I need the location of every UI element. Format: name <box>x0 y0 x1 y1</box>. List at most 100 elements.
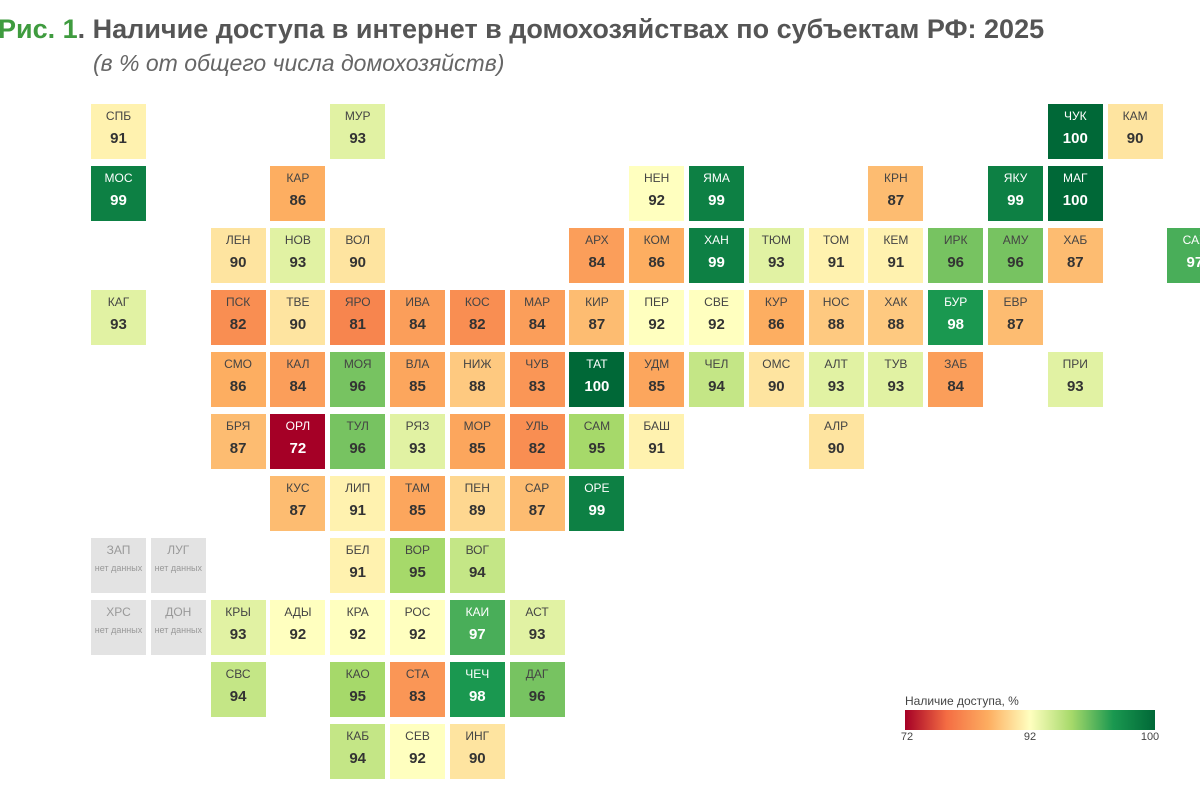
region-code: МОР <box>463 419 491 433</box>
region-tile-ПЕР: ПЕР 92 <box>629 290 685 345</box>
region-code: ПРИ <box>1062 357 1088 371</box>
region-tile-НИЖ: НИЖ 88 <box>449 352 505 407</box>
region-code: ТУЛ <box>346 419 369 433</box>
region-tile-КИР: КИР 87 <box>569 290 625 345</box>
region-tile-СЕВ: СЕВ 92 <box>390 724 445 779</box>
region-code: СЕВ <box>405 729 430 743</box>
region-value: 96 <box>947 254 965 271</box>
region-value: 90 <box>289 316 307 333</box>
region-code: ТВЕ <box>286 295 310 309</box>
region-code: КРН <box>884 171 908 185</box>
region-tile-ВОЛ: ВОЛ 90 <box>330 228 386 283</box>
region-code: БЕЛ <box>345 543 370 557</box>
region-value: 84 <box>947 378 965 395</box>
region-value: 91 <box>349 502 367 519</box>
legend-color-bar <box>905 710 1155 730</box>
region-tile-КОМ: КОМ 86 <box>629 228 685 283</box>
region-tile-ЗАБ: ЗАБ 84 <box>928 352 984 407</box>
region-value: 92 <box>409 750 426 767</box>
region-tile-ЯРО: ЯРО 81 <box>330 290 386 345</box>
region-value: 99 <box>110 192 127 209</box>
region-tile-ХАН: ХАН 99 <box>689 228 744 283</box>
region-tile-ОРЛ: ОРЛ 72 <box>270 414 326 469</box>
region-value: 86 <box>229 378 247 395</box>
region-value: 96 <box>349 378 367 395</box>
region-tile-ТУЛ: ТУЛ 96 <box>330 414 386 469</box>
legend-tick-mid: 92 <box>1023 731 1037 743</box>
region-value: 87 <box>1066 254 1084 271</box>
region-code: МОЯ <box>343 357 372 371</box>
region-value: 91 <box>349 564 367 581</box>
region-tile-ВЛА: ВЛА 85 <box>390 352 445 407</box>
region-code: СВС <box>225 667 251 681</box>
region-tile-ИРК: ИРК 96 <box>928 228 984 283</box>
region-code: КАР <box>286 171 310 185</box>
region-value: 94 <box>349 750 367 767</box>
region-code: ОРЕ <box>584 481 610 495</box>
region-code: КАО <box>345 667 370 681</box>
region-tile-УДМ: УДМ 85 <box>629 352 685 407</box>
region-tile-АДЫ: АДЫ 92 <box>270 600 326 655</box>
region-value: 87 <box>528 502 546 519</box>
region-code: ПЕР <box>644 295 669 309</box>
region-tile-ЧУК: ЧУК 100 <box>1047 104 1103 159</box>
region-tile-ПСК: ПСК 82 <box>210 290 266 345</box>
region-tile-ХАБ: ХАБ 87 <box>1047 228 1103 283</box>
region-tile-КОС: КОС 82 <box>449 290 505 345</box>
region-code: ЧЕЧ <box>465 667 490 681</box>
region-tile-МАР: МАР 84 <box>509 290 565 345</box>
region-value: 93 <box>110 316 127 333</box>
region-code: ПСК <box>225 295 251 309</box>
region-code: БУР <box>944 295 968 309</box>
region-code: МОС <box>104 171 133 185</box>
region-value: 88 <box>468 378 486 395</box>
region-code: ТАТ <box>586 357 608 371</box>
region-value: 83 <box>528 378 546 395</box>
region-tile-БРЯ: БРЯ 87 <box>210 414 266 469</box>
region-value: 84 <box>409 316 426 333</box>
region-value: 91 <box>110 130 127 147</box>
region-tile-ОМС: ОМС 90 <box>748 352 804 407</box>
region-value: 88 <box>887 316 905 333</box>
region-tile-ЛИП: ЛИП 91 <box>330 476 386 531</box>
region-value: 92 <box>289 626 307 643</box>
region-code: КАБ <box>346 729 370 743</box>
region-tile-САМ: САМ 95 <box>569 414 625 469</box>
region-code: ЯКУ <box>1003 171 1028 185</box>
region-code: КИР <box>585 295 609 309</box>
region-tile-КАР: КАР 86 <box>270 166 326 221</box>
region-value: 92 <box>708 316 725 333</box>
region-code: ЗАП <box>106 543 131 557</box>
region-tile-ЗАП: ЗАП нет данных <box>91 538 146 593</box>
region-value: 99 <box>708 192 725 209</box>
region-value: 86 <box>767 316 785 333</box>
region-code: АРХ <box>585 233 609 247</box>
region-tile-БЕЛ: БЕЛ 91 <box>330 538 386 593</box>
region-value: 99 <box>588 502 606 519</box>
region-value: 95 <box>588 440 606 457</box>
region-tile-ПРИ: ПРИ 93 <box>1047 352 1103 407</box>
region-tile-КРА: КРА 92 <box>330 600 386 655</box>
region-code: ЧЕЛ <box>704 357 729 371</box>
region-code: ХАН <box>704 233 729 247</box>
region-tile-КУС: КУС 87 <box>270 476 326 531</box>
region-tile-ВОР: ВОР 95 <box>390 538 445 593</box>
region-value: 84 <box>588 254 606 271</box>
region-value: 85 <box>468 440 486 457</box>
region-tile-ЛУГ: ЛУГ нет данных <box>150 538 206 593</box>
region-value: 92 <box>349 626 367 643</box>
region-value: 85 <box>409 502 426 519</box>
region-tile-ИВА: ИВА 84 <box>390 290 445 345</box>
chart-subtitle: (в % от общего числа домохозяйств) <box>93 50 505 76</box>
region-code: ЯМА <box>703 171 730 185</box>
region-value: 87 <box>887 192 905 209</box>
region-code: БАШ <box>643 419 670 433</box>
region-tile-ЛЕН: ЛЕН 90 <box>210 228 266 283</box>
region-value: 91 <box>827 254 845 271</box>
region-tile-ОРЕ: ОРЕ 99 <box>569 476 625 531</box>
region-code: АСТ <box>525 605 549 619</box>
region-tile-СТА: СТА 83 <box>390 662 445 717</box>
region-code: ЛЕН <box>225 233 251 247</box>
region-value: 94 <box>708 378 725 395</box>
region-value: 91 <box>887 254 905 271</box>
